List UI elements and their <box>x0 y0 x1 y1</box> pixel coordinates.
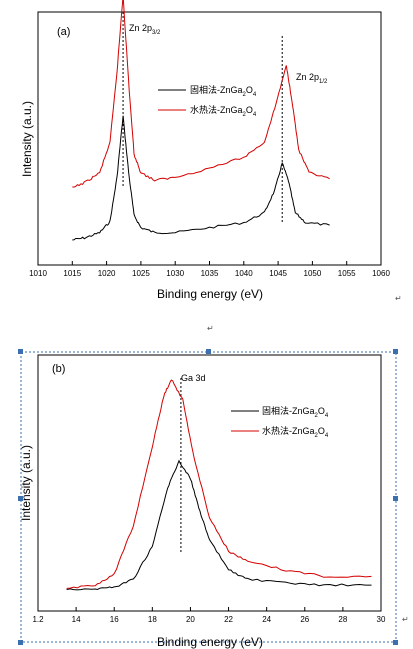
selection-handle-mr[interactable] <box>393 496 398 501</box>
y-axis-title-a: Intensity (a.u.) <box>20 101 34 177</box>
series-b <box>66 379 372 591</box>
x-axis-title-b: Binding energy (eV) <box>157 635 263 649</box>
x-ticks-b: 1.2 14 16 18 20 22 24 26 28 30 <box>32 607 386 624</box>
selection-handle-br[interactable] <box>393 640 398 645</box>
x-tick-label: 14 <box>72 615 81 624</box>
peak-label-ga-3d: Ga 3d <box>181 373 206 383</box>
x-tick-label: 1040 <box>235 269 253 278</box>
panel-a: (a) 1010 1015 1020 1025 1030 1035 1040 1045 1050… <box>20 0 402 333</box>
x-tick-label: 20 <box>186 615 195 624</box>
x-tick-label: 22 <box>224 615 233 624</box>
x-tick-label: 1060 <box>372 269 390 278</box>
x-tick-label: 1015 <box>63 269 81 278</box>
x-axis-title-a: Binding energy (eV) <box>157 287 263 301</box>
series-line <box>72 0 330 188</box>
panel-b: (b) 1.2 14 16 18 20 22 24 26 28 30 Ga 3d 固相法-ZnGa… <box>18 349 409 649</box>
x-tick-label: 1020 <box>98 269 116 278</box>
x-ticks-a: 1010 1015 1020 1025 1030 1035 1040 1045 1050 1055… <box>29 261 390 278</box>
x-tick-label: 1055 <box>338 269 356 278</box>
series-line <box>72 115 330 241</box>
peak-label-zn-2p32: Zn 2p3/2 <box>129 23 161 36</box>
x-tick-label: 1.2 <box>32 615 44 624</box>
panel-label-a: (a) <box>57 26 70 38</box>
legend-a: 固相法-ZnGa2O4 水热法-ZnGa2O4 <box>158 84 257 118</box>
x-tick-label: 1035 <box>201 269 219 278</box>
peak-guides-a <box>122 12 283 222</box>
return-mark-1: ↵ <box>395 294 402 303</box>
selection-handle-tr[interactable] <box>393 349 398 354</box>
peak-label-zn-2p12: Zn 2p1/2 <box>296 72 328 85</box>
x-tick-label: 30 <box>377 615 386 624</box>
x-tick-label: 26 <box>300 615 309 624</box>
series-line <box>66 459 372 591</box>
legend-label-a-0: 固相法-ZnGa2O4 <box>190 84 257 98</box>
legend-label-b-1: 水热法-ZnGa2O4 <box>262 425 329 439</box>
legend-b: 固相法-ZnGa2O4 水热法-ZnGa2O4 <box>231 405 329 439</box>
y-axis-title-b: Intensity (a.u.) <box>19 445 33 521</box>
x-tick-label: 1010 <box>29 269 47 278</box>
x-tick-label: 24 <box>262 615 271 624</box>
x-tick-label: 18 <box>148 615 157 624</box>
legend-label-b-0: 固相法-ZnGa2O4 <box>262 405 329 419</box>
selection-handle-ml[interactable] <box>18 496 23 501</box>
selection-handle-tl[interactable] <box>18 349 23 354</box>
x-tick-label: 16 <box>110 615 119 624</box>
x-tick-label: 28 <box>338 615 347 624</box>
selection-handle-bl[interactable] <box>18 640 23 645</box>
x-tick-label: 1045 <box>269 269 287 278</box>
return-mark-2: ↵ <box>207 324 214 333</box>
return-mark-3: ↵ <box>402 615 409 624</box>
series-a <box>72 0 330 241</box>
selection-handle-tc[interactable] <box>206 349 211 354</box>
selection-frame <box>20 351 397 643</box>
panel-label-b: (b) <box>52 363 65 375</box>
legend-label-a-1: 水热法-ZnGa2O4 <box>190 104 257 118</box>
plot-frame-b <box>37 354 382 612</box>
series-line <box>66 379 372 589</box>
x-tick-label: 1025 <box>132 269 150 278</box>
x-tick-label: 1050 <box>304 269 322 278</box>
x-tick-label: 1030 <box>166 269 184 278</box>
